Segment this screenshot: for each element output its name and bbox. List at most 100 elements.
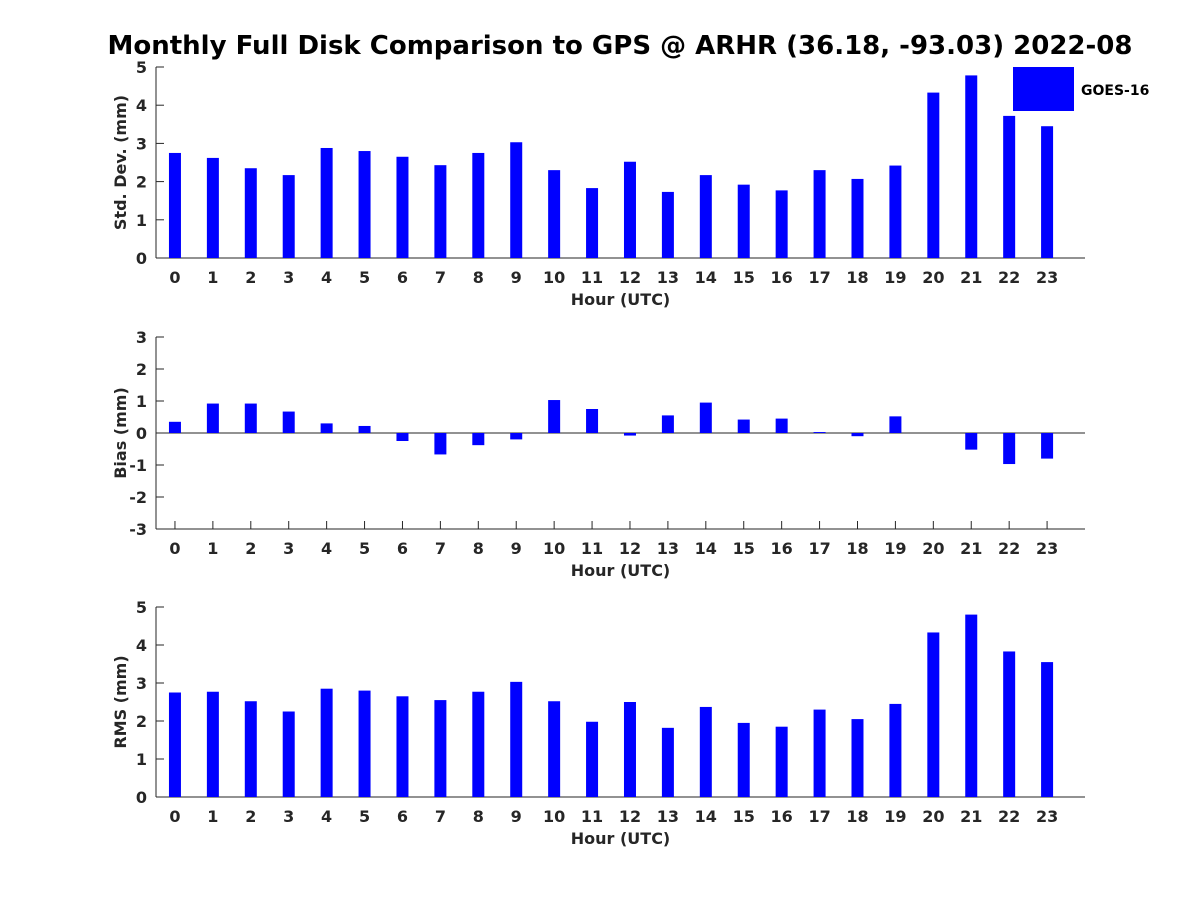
- y-tick-label: 4: [136, 96, 147, 115]
- x-tick-label: 20: [922, 268, 944, 287]
- bar: [282, 411, 295, 433]
- bar: [358, 690, 371, 797]
- x-tick-label: 14: [695, 539, 717, 558]
- y-tick-label: -2: [129, 488, 147, 507]
- y-tick-label: 1: [136, 750, 147, 769]
- x-tick-label: 7: [435, 268, 446, 287]
- x-tick-label: 10: [543, 268, 565, 287]
- bar: [889, 165, 902, 258]
- bar: [813, 709, 826, 797]
- bar: [851, 433, 864, 437]
- x-tick-label: 4: [321, 268, 332, 287]
- x-tick-label: 13: [657, 539, 679, 558]
- bar: [244, 168, 257, 258]
- x-tick-label: 16: [771, 268, 793, 287]
- x-tick-label: 2: [245, 268, 256, 287]
- y-axis-label: Bias (mm): [111, 387, 130, 479]
- bar: [396, 156, 409, 258]
- x-tick-label: 11: [581, 807, 603, 826]
- x-tick-label: 4: [321, 539, 332, 558]
- bar: [434, 433, 447, 455]
- x-tick-label: 2: [245, 807, 256, 826]
- bar: [282, 175, 295, 258]
- bar: [586, 409, 599, 433]
- x-tick-label: 20: [922, 539, 944, 558]
- x-tick-label: 6: [397, 539, 408, 558]
- bar: [548, 701, 561, 797]
- x-tick-label: 9: [511, 268, 522, 287]
- x-tick-label: 19: [884, 268, 906, 287]
- bar: [1003, 433, 1016, 465]
- x-tick-label: 17: [808, 539, 830, 558]
- bar: [434, 165, 447, 258]
- y-tick-label: 2: [136, 712, 147, 731]
- x-tick-label: 22: [998, 268, 1020, 287]
- x-tick-label: 5: [359, 268, 370, 287]
- bar: [548, 400, 561, 433]
- x-tick-label: 19: [884, 807, 906, 826]
- x-tick-label: 22: [998, 807, 1020, 826]
- x-tick-label: 15: [733, 807, 755, 826]
- x-tick-label: 2: [245, 539, 256, 558]
- x-tick-label: 20: [922, 807, 944, 826]
- bar: [965, 433, 978, 450]
- x-tick-label: 1: [207, 539, 218, 558]
- x-tick-label: 10: [543, 539, 565, 558]
- bar: [1041, 126, 1054, 259]
- x-tick-label: 7: [435, 807, 446, 826]
- x-axis-label: Hour (UTC): [571, 561, 671, 580]
- x-tick-label: 3: [283, 539, 294, 558]
- x-tick-label: 16: [771, 807, 793, 826]
- bar: [623, 433, 636, 436]
- bar: [358, 425, 371, 433]
- x-tick-label: 14: [695, 268, 717, 287]
- x-tick-label: 16: [771, 539, 793, 558]
- bar: [548, 170, 561, 258]
- bar: [472, 152, 485, 258]
- y-tick-label: -3: [129, 520, 147, 539]
- x-tick-label: 9: [511, 539, 522, 558]
- y-tick-label: -1: [129, 456, 147, 475]
- x-tick-label: 7: [435, 539, 446, 558]
- legend-label: GOES-16: [1081, 83, 1149, 99]
- bar: [510, 433, 523, 440]
- bar: [889, 703, 902, 797]
- bar: [661, 191, 674, 258]
- bar: [699, 706, 712, 797]
- x-tick-label: 5: [359, 807, 370, 826]
- bar: [889, 416, 902, 433]
- x-tick-label: 1: [207, 268, 218, 287]
- bar: [168, 692, 181, 797]
- x-tick-label: 0: [169, 539, 180, 558]
- x-tick-label: 15: [733, 539, 755, 558]
- bar: [851, 178, 864, 258]
- bar: [472, 691, 485, 797]
- bar: [434, 700, 447, 797]
- bar: [586, 188, 599, 258]
- y-axis-label: RMS (mm): [111, 655, 130, 748]
- x-tick-label: 6: [397, 807, 408, 826]
- bar: [1003, 651, 1016, 797]
- x-tick-label: 12: [619, 268, 641, 287]
- x-tick-label: 10: [543, 807, 565, 826]
- bar: [699, 175, 712, 258]
- bar: [396, 433, 409, 441]
- x-tick-label: 8: [473, 539, 484, 558]
- x-tick-label: 21: [960, 807, 982, 826]
- x-tick-label: 0: [169, 807, 180, 826]
- x-tick-label: 5: [359, 539, 370, 558]
- x-tick-label: 23: [1036, 807, 1058, 826]
- bar: [737, 184, 750, 258]
- x-tick-label: 3: [283, 268, 294, 287]
- y-tick-label: 1: [136, 392, 147, 411]
- bar: [510, 142, 523, 258]
- y-tick-label: 2: [136, 360, 147, 379]
- bar: [320, 688, 333, 797]
- bar: [927, 92, 940, 259]
- bar: [206, 403, 219, 433]
- x-tick-label: 4: [321, 807, 332, 826]
- x-tick-label: 8: [473, 268, 484, 287]
